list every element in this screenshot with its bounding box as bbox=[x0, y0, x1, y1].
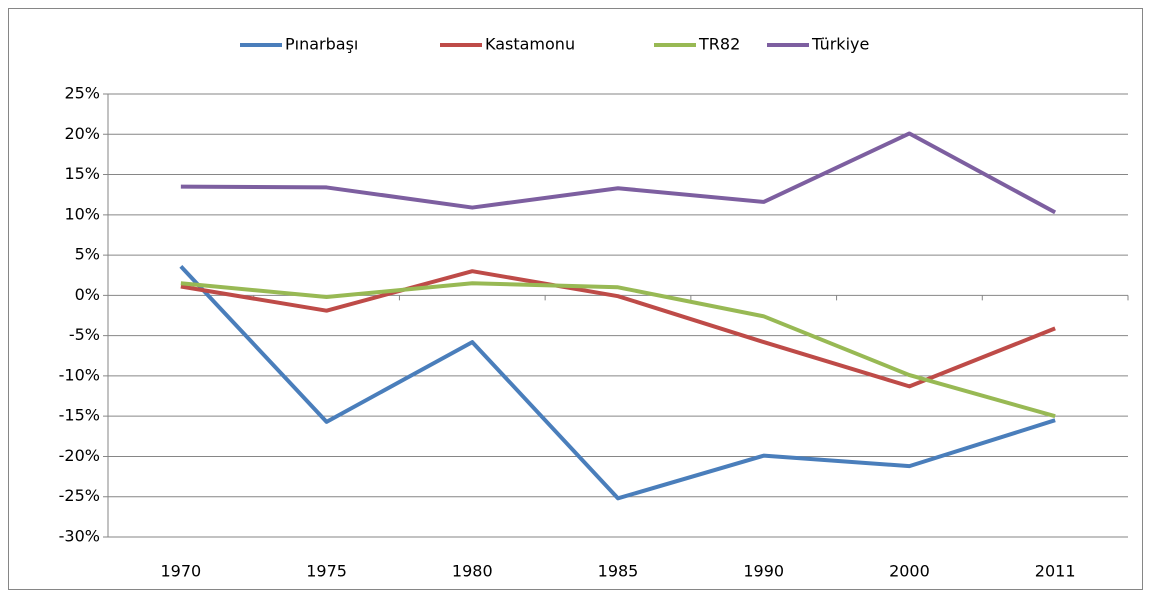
y-tick-label: -10% bbox=[59, 365, 100, 384]
legend-label: Pınarbaşı bbox=[285, 35, 358, 54]
series-line bbox=[179, 264, 1056, 501]
y-tick-label: -25% bbox=[59, 486, 100, 505]
x-tick-label: 1990 bbox=[743, 562, 784, 581]
x-tick-label: 1980 bbox=[452, 562, 493, 581]
legend-label: Kastamonu bbox=[485, 35, 575, 54]
series-line bbox=[180, 269, 1056, 389]
y-tick-label: -15% bbox=[59, 406, 100, 425]
y-tick-label: -5% bbox=[69, 325, 100, 344]
y-tick-label: 15% bbox=[64, 164, 100, 183]
y-tick-label: 0% bbox=[75, 285, 100, 304]
y-tick-label: -30% bbox=[59, 527, 100, 546]
y-tick-label: 25% bbox=[64, 84, 100, 103]
series-line bbox=[180, 131, 1057, 215]
x-tick-label: 1970 bbox=[160, 562, 201, 581]
legend-label: TR82 bbox=[698, 35, 740, 54]
series-line bbox=[180, 281, 1056, 419]
x-tick-label: 1985 bbox=[598, 562, 639, 581]
x-tick-label: 2000 bbox=[889, 562, 930, 581]
x-tick-label: 1975 bbox=[306, 562, 347, 581]
x-tick-label: 2011 bbox=[1035, 562, 1076, 581]
y-tick-label: 5% bbox=[75, 245, 100, 264]
chart-border bbox=[8, 8, 1143, 590]
y-tick-label: 10% bbox=[64, 204, 100, 223]
legend-label: Türkiye bbox=[811, 35, 869, 54]
y-tick-label: -20% bbox=[59, 446, 100, 465]
y-tick-label: 20% bbox=[64, 124, 100, 143]
